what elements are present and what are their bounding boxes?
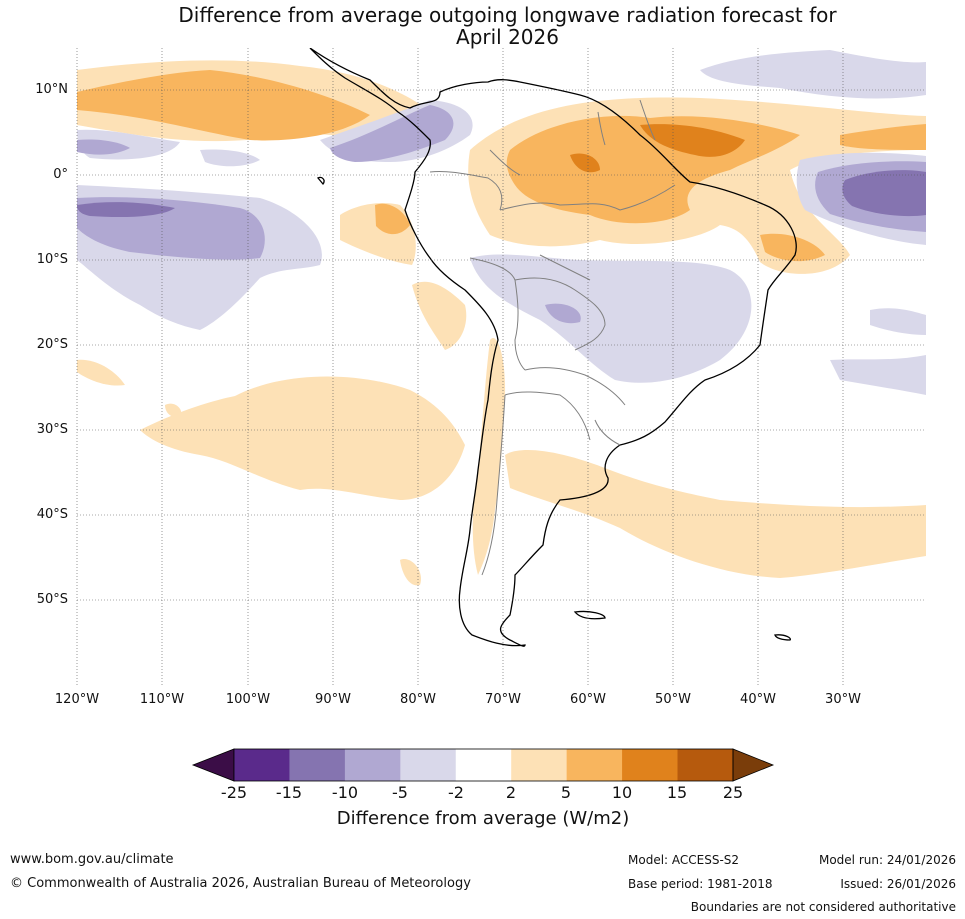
lon-label-90w: 90°W (315, 692, 351, 707)
anomaly-minus10-to-minus15-regions (77, 170, 926, 218)
colorbar (191, 748, 775, 782)
colorbar-tick: -10 (331, 783, 359, 802)
lon-label-40w: 40°W (740, 692, 776, 707)
lon-label-120w: 120°W (54, 692, 100, 707)
colorbar-tick: 25 (722, 783, 744, 802)
lon-label-30w: 30°W (825, 692, 861, 707)
colorbar-segment (677, 749, 734, 781)
colorbar-label: Difference from average (W/m2) (336, 808, 630, 829)
colorbar-extend-low (191, 748, 235, 782)
map-title: Difference from average outgoing longwav… (0, 4, 965, 48)
colorbar-tick: -2 (448, 783, 464, 802)
lat-label-0: 0° (53, 167, 68, 182)
colorbar-tick: -15 (275, 783, 303, 802)
colorbar-border (233, 748, 734, 782)
anomaly-fields (77, 50, 926, 586)
colorbar-tick: -5 (392, 783, 408, 802)
base-period-text: Base period: 1981-2018 (628, 877, 773, 891)
colorbar-tick: 2 (505, 783, 517, 802)
lon-label-110w: 110°W (139, 692, 185, 707)
lat-label-10n: 10°N (35, 82, 68, 97)
lon-label-80w: 80°W (400, 692, 436, 707)
copyright-text: © Commonwealth of Australia 2026, Austra… (10, 876, 471, 891)
lat-label-30s: 30°S (36, 422, 68, 437)
lat-label-20s: 20°S (36, 337, 68, 352)
colorbar-segment (344, 749, 401, 781)
colorbar-segment (289, 749, 346, 781)
model-text: Model: ACCESS-S2 (628, 853, 740, 867)
anomaly-10-to-15-regions (570, 124, 745, 173)
website-link[interactable]: www.bom.gov.au/climate (10, 852, 174, 867)
colorbar-tick: 10 (611, 783, 633, 802)
title-line-2: April 2026 (456, 25, 559, 49)
model-run-text: Model run: 24/01/2026 (818, 853, 956, 867)
title-line-1: Difference from average outgoing longwav… (178, 3, 837, 27)
colorbar-tick: 5 (560, 783, 572, 802)
colorbar-tick: 15 (666, 783, 688, 802)
lon-label-60w: 60°W (570, 692, 606, 707)
coastline (309, 48, 797, 647)
colorbar-segment (566, 749, 623, 781)
lat-label-50s: 50°S (36, 592, 68, 607)
lon-label-70w: 70°W (485, 692, 521, 707)
lon-label-50w: 50°W (655, 692, 691, 707)
colorbar-segment (234, 749, 290, 781)
colorbar-segment (622, 749, 679, 781)
lon-label-100w: 100°W (225, 692, 271, 707)
colorbar-segment (455, 749, 512, 781)
issued-text: Issued: 26/01/2026 (840, 877, 956, 891)
colorbar-segment (400, 749, 457, 781)
graticule (76, 48, 926, 686)
colorbar-tick: -25 (220, 783, 248, 802)
lat-label-40s: 40°S (36, 507, 68, 522)
disclaimer-text: Boundaries are not considered authoritat… (690, 900, 956, 914)
lat-label-10s: 10°S (36, 252, 68, 267)
colorbar-extend-high (732, 748, 775, 782)
colorbar-segment (511, 749, 568, 781)
